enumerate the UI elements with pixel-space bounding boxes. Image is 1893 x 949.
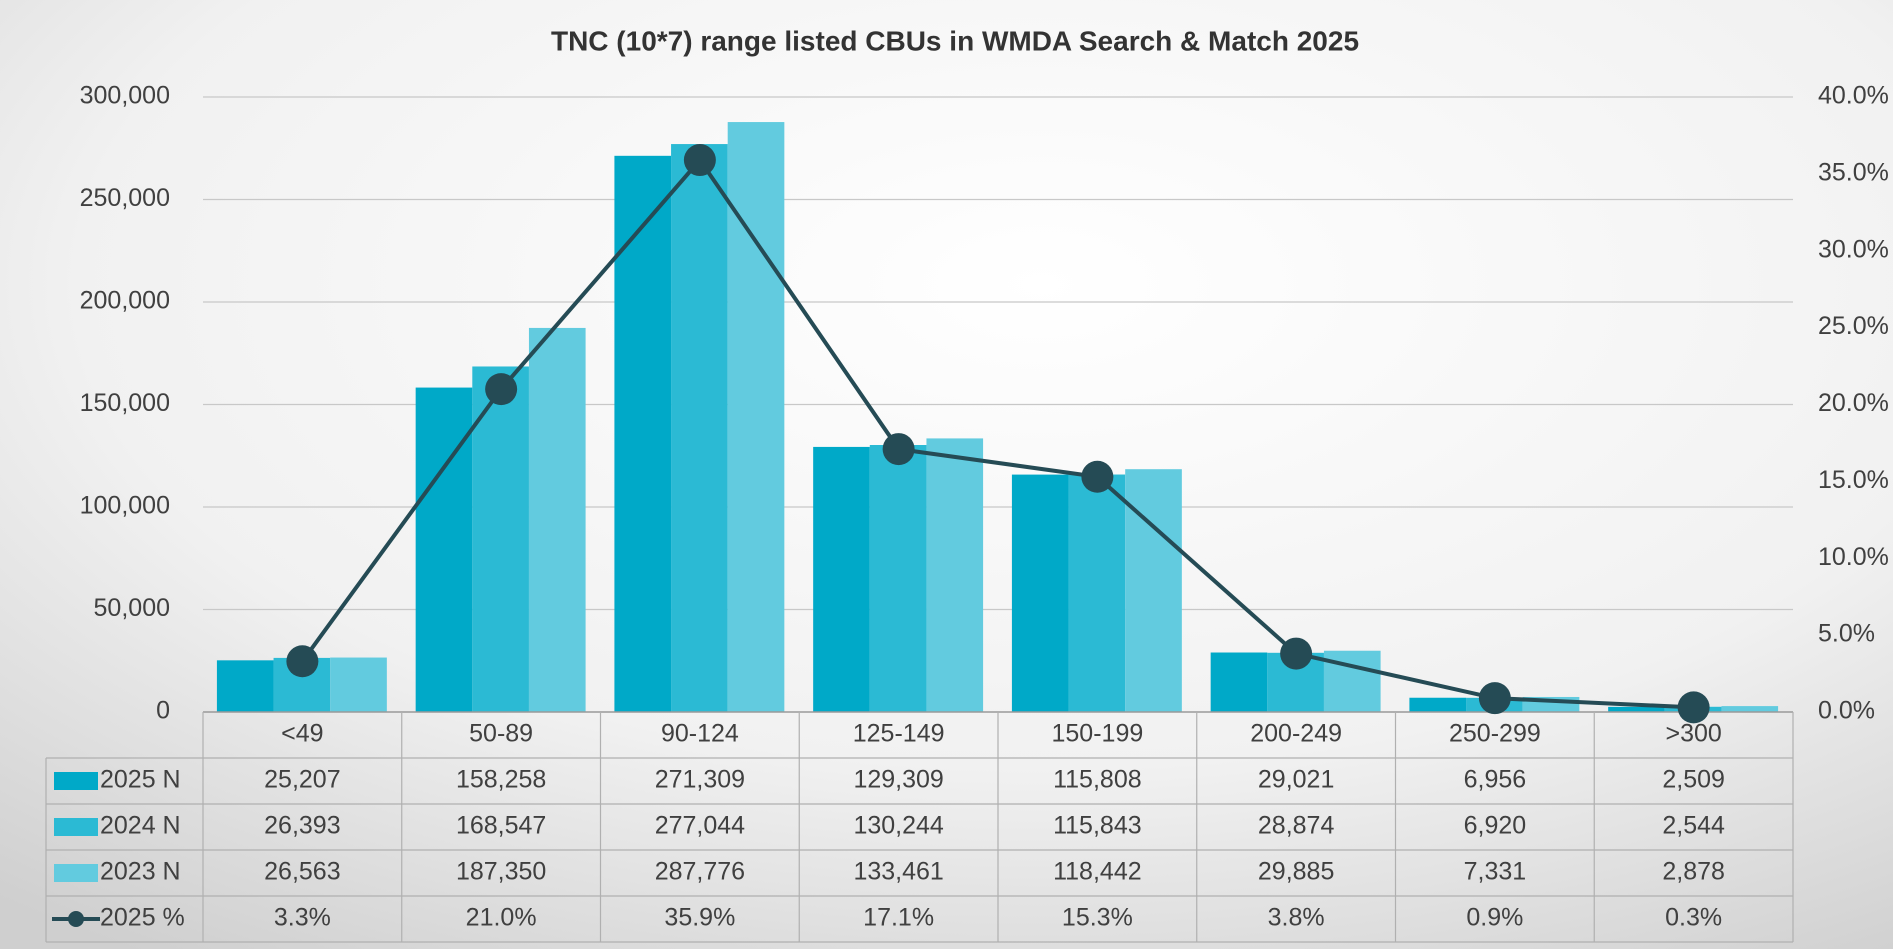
y2-tick-label: 35.0% xyxy=(1818,158,1889,186)
line-marker xyxy=(485,373,518,406)
table-cell: 15.3% xyxy=(1062,904,1133,932)
bar xyxy=(528,327,586,712)
table-cell: 287,776 xyxy=(655,858,745,886)
line-marker xyxy=(1478,682,1511,715)
table-cell: 7,331 xyxy=(1464,858,1527,886)
table-cell: 29,885 xyxy=(1258,858,1334,886)
table-cell: 130,244 xyxy=(853,812,943,840)
x-tick-label: 90-124 xyxy=(661,720,739,748)
y-tick-label: 300,000 xyxy=(80,82,170,110)
table-cell: 6,956 xyxy=(1464,766,1527,794)
y2-tick-label: 20.0% xyxy=(1818,389,1889,417)
legend-label: 2025 % xyxy=(100,904,185,932)
table-cell: 3.3% xyxy=(274,904,331,932)
bar xyxy=(813,446,870,712)
bar xyxy=(1608,706,1665,712)
table-cell: 0.3% xyxy=(1665,904,1722,932)
y2-tick-label: 10.0% xyxy=(1818,543,1889,571)
table-cell: 277,044 xyxy=(655,812,745,840)
table-cell: 21.0% xyxy=(466,904,537,932)
table-cell: 17.1% xyxy=(863,904,934,932)
table-cell: 6,920 xyxy=(1464,812,1527,840)
x-tick-label: <49 xyxy=(281,720,323,748)
bar xyxy=(614,155,672,713)
y2-tick-label: 25.0% xyxy=(1818,312,1889,340)
table-cell: 187,350 xyxy=(456,858,546,886)
y-tick-label: 150,000 xyxy=(80,389,170,417)
line-marker xyxy=(1677,691,1710,724)
legend-swatch xyxy=(68,911,84,927)
line-marker xyxy=(882,433,915,466)
x-tick-label: 250-299 xyxy=(1449,720,1541,748)
legend-label: 2023 N xyxy=(100,858,181,886)
x-tick-label: >300 xyxy=(1665,720,1721,748)
bar xyxy=(1210,652,1268,712)
y2-tick-label: 0.0% xyxy=(1818,697,1875,725)
bar xyxy=(671,144,728,712)
legend-swatch xyxy=(54,818,98,836)
y2-tick-label: 15.0% xyxy=(1818,466,1889,494)
x-tick-label: 200-249 xyxy=(1250,720,1342,748)
y2-tick-label: 30.0% xyxy=(1818,235,1889,263)
bar xyxy=(472,366,529,712)
line xyxy=(300,156,1694,710)
table-cell: 2,878 xyxy=(1662,858,1725,886)
x-tick-label: 125-149 xyxy=(853,720,945,748)
y-tick-label: 250,000 xyxy=(80,184,170,212)
y2-tick-label: 40.0% xyxy=(1818,82,1889,110)
bar xyxy=(1721,706,1779,712)
y-tick-label: 50,000 xyxy=(94,594,170,622)
bar xyxy=(1125,469,1182,712)
table-cell: 3.8% xyxy=(1268,904,1325,932)
legend-swatch xyxy=(54,772,98,790)
bar xyxy=(926,438,984,712)
y-tick-label: 200,000 xyxy=(80,287,170,315)
table-cell: 29,021 xyxy=(1258,766,1334,794)
table-cell: 133,461 xyxy=(853,858,943,886)
bar xyxy=(415,387,473,712)
bar xyxy=(1409,697,1467,712)
table-cell: 115,808 xyxy=(1053,766,1142,794)
table-cell: 25,207 xyxy=(264,766,340,794)
legend-swatch xyxy=(54,864,98,882)
table-cell: 271,309 xyxy=(655,766,745,794)
bar xyxy=(727,122,785,712)
y-tick-label: 0 xyxy=(156,697,170,725)
x-tick-label: 50-89 xyxy=(469,720,533,748)
table-cell: 28,874 xyxy=(1258,812,1335,840)
legend-label: 2024 N xyxy=(100,812,181,840)
table-cell: 26,393 xyxy=(264,812,340,840)
table-cell: 168,547 xyxy=(456,812,546,840)
table-cell: 35.9% xyxy=(664,904,735,932)
x-tick-label: 150-199 xyxy=(1052,720,1144,748)
table-cell: 129,309 xyxy=(853,766,943,794)
y2-tick-label: 5.0% xyxy=(1818,620,1875,648)
chart-title: TNC (10*7) range listed CBUs in WMDA Sea… xyxy=(551,25,1359,56)
table-cell: 0.9% xyxy=(1466,904,1523,932)
y-tick-label: 100,000 xyxy=(80,492,170,520)
table-cell: 158,258 xyxy=(456,766,546,794)
table-cell: 118,442 xyxy=(1053,858,1142,886)
line-marker xyxy=(286,645,319,678)
table-cell: 115,843 xyxy=(1053,812,1142,840)
bar xyxy=(869,444,927,712)
bar xyxy=(216,660,274,712)
table-cell: 2,509 xyxy=(1662,766,1725,794)
bar xyxy=(330,657,387,712)
table-cell: 2,544 xyxy=(1662,812,1725,840)
line-marker xyxy=(683,144,716,177)
legend-label: 2025 N xyxy=(100,766,181,794)
line-marker xyxy=(1081,460,1114,493)
line-marker xyxy=(1280,637,1313,670)
bar xyxy=(1011,474,1069,712)
bar xyxy=(1068,474,1126,712)
table-cell: 26,563 xyxy=(264,858,340,886)
